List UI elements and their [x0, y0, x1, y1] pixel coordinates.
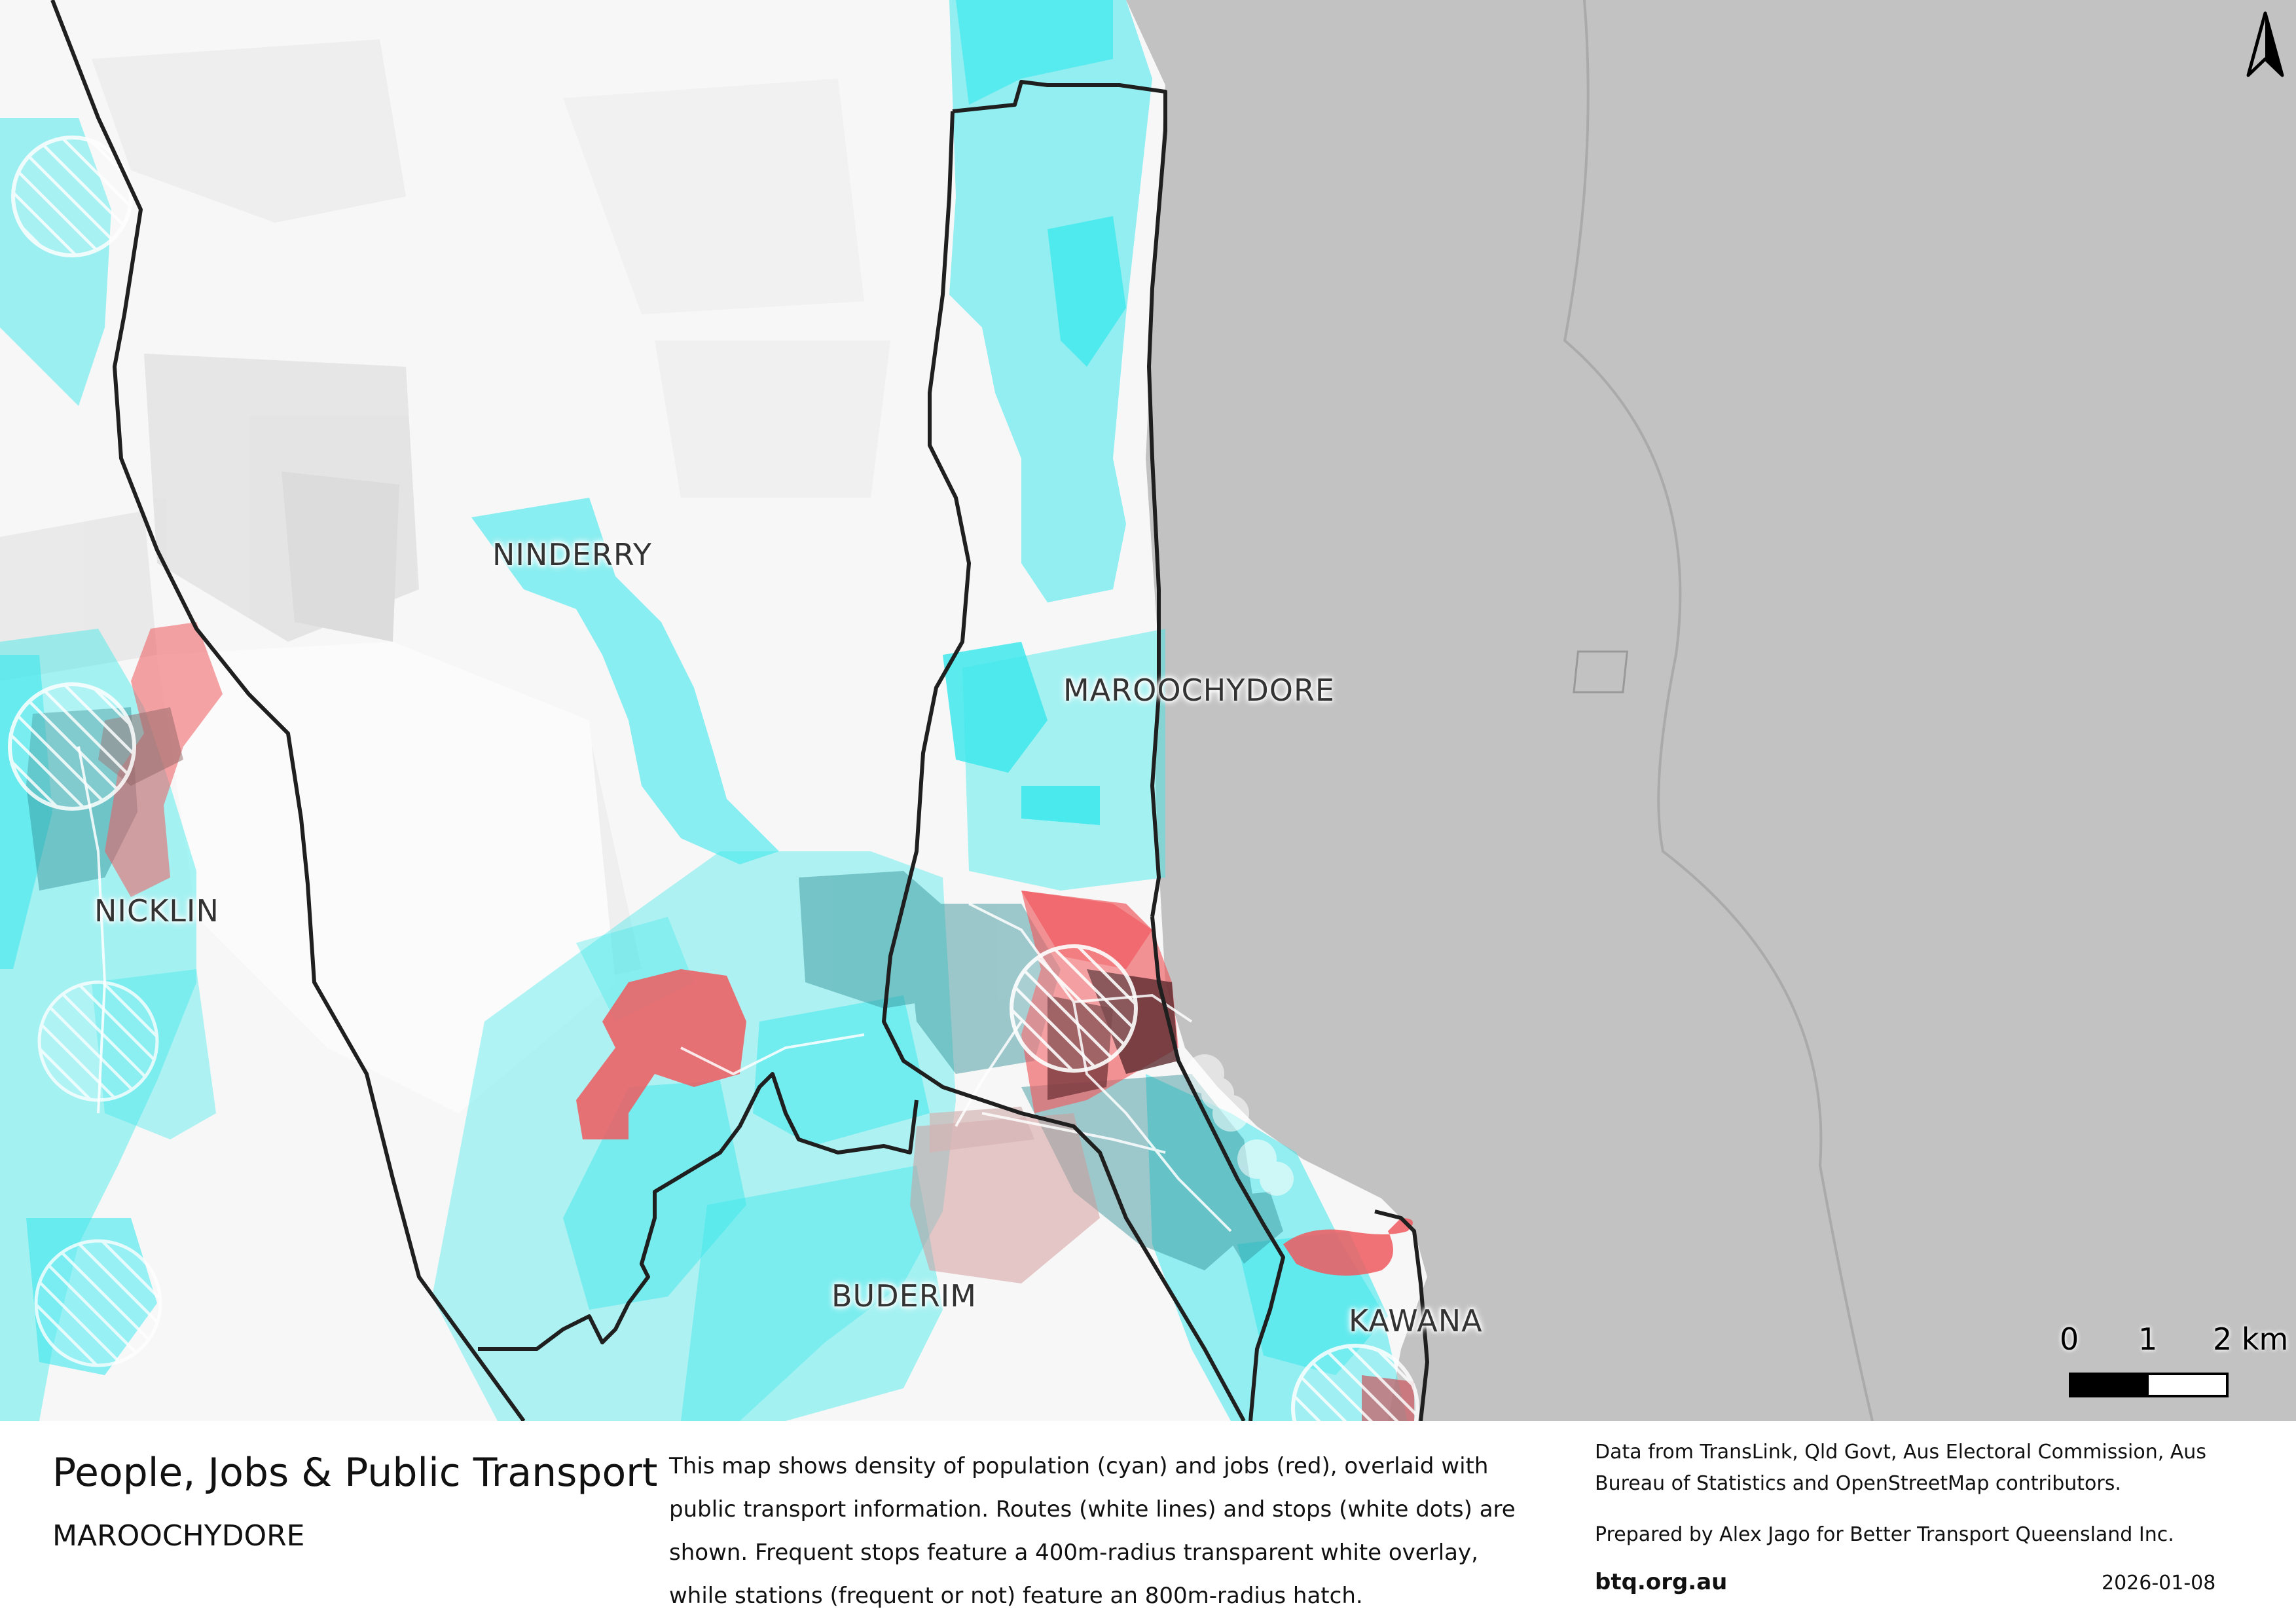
north-arrow-icon — [2246, 11, 2284, 77]
map-subtitle: MAROOCHYDORE — [52, 1519, 305, 1553]
scale-bar — [2069, 1373, 2229, 1397]
map-description: This map shows density of population (cy… — [669, 1453, 1516, 1609]
offshore-contour — [1563, 0, 1874, 1422]
electoral-boundaries — [50, 0, 1429, 1422]
place-label-ninderry: NINDERRY — [492, 537, 652, 572]
place-label-maroochydore: MAROOCHYDORE — [1063, 673, 1335, 708]
scale-label-2km: 2 km — [2213, 1321, 2289, 1357]
data-credits: Data from TransLink, Qld Govt, Aus Elect… — [1595, 1441, 2206, 1495]
scale-label-1: 1 — [2138, 1321, 2158, 1357]
place-label-kawana: KAWANA — [1349, 1303, 1483, 1338]
map-canvas[interactable]: NINDERRY MAROOCHYDORE NICKLIN BUDERIM KA… — [0, 0, 2296, 1472]
frequent-stop-overlays — [1185, 1054, 1294, 1196]
prepared-by: Prepared by Alex Jago for Better Transpo… — [1595, 1523, 2174, 1546]
website-link[interactable]: btq.org.au — [1595, 1569, 1728, 1595]
footer-panel: People, Jobs & Public Transport MAROOCHY… — [0, 1421, 2296, 1624]
map-date: 2026-01-08 — [2102, 1572, 2216, 1595]
ocean — [1126, 0, 2296, 1421]
place-label-buderim: BUDERIM — [831, 1278, 977, 1314]
scale-label-0: 0 — [2060, 1321, 2079, 1357]
place-label-nicklin: NICKLIN — [94, 893, 219, 929]
open-area — [157, 642, 615, 1113]
map-graphic — [0, 0, 2296, 1470]
offshore-marker — [1573, 650, 1629, 693]
map-title: People, Jobs & Public Transport — [52, 1450, 658, 1496]
